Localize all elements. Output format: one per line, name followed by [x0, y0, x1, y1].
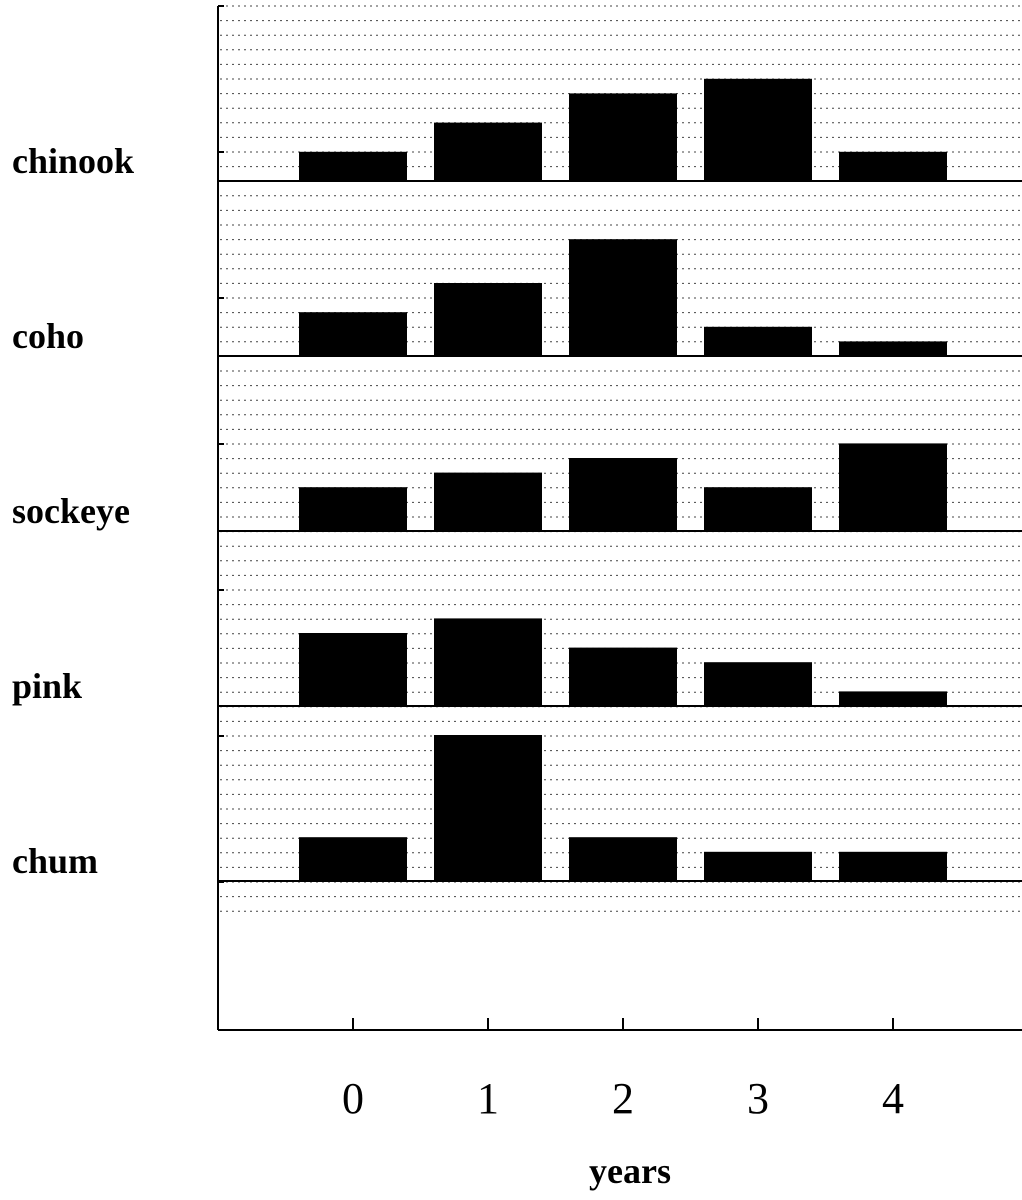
axes-layer	[217, 5, 1022, 1031]
bar-chum-1	[434, 735, 542, 881]
bar-pink-3	[704, 662, 812, 706]
bar-chum-4	[839, 851, 947, 881]
x-axis-title: years	[589, 1151, 671, 1191]
bar-chinook-3	[704, 78, 812, 181]
bar-pink-1	[434, 618, 542, 706]
bar-sockeye-4	[839, 443, 947, 531]
bar-chum-0	[299, 837, 407, 881]
bar-chinook-4	[839, 151, 947, 181]
row-label-chinook: chinook	[12, 141, 134, 181]
bar-chinook-2	[569, 93, 677, 181]
bar-chum-3	[704, 851, 812, 881]
bar-sockeye-1	[434, 472, 542, 531]
bar-coho-2	[569, 239, 677, 356]
row-label-pink: pink	[12, 666, 82, 706]
bar-pink-0	[299, 633, 407, 706]
row-label-chum: chum	[12, 841, 98, 881]
x-tick-label: 1	[477, 1074, 499, 1123]
bar-coho-0	[299, 312, 407, 356]
bar-pink-4	[839, 691, 947, 706]
bars-layer	[299, 78, 947, 881]
bar-coho-3	[704, 326, 812, 356]
bar-chum-2	[569, 837, 677, 881]
labels-layer: chinook coho sockeye pink chum 0 1 2 3 4	[12, 141, 904, 1123]
x-tick-label: 4	[882, 1074, 904, 1123]
bar-coho-4	[839, 341, 947, 356]
x-tick-label: 2	[612, 1074, 634, 1123]
row-label-sockeye: sockeye	[12, 491, 130, 531]
x-tick-label: 0	[342, 1074, 364, 1123]
row-label-coho: coho	[12, 316, 84, 356]
bar-coho-1	[434, 283, 542, 356]
bar-sockeye-3	[704, 487, 812, 531]
x-tick-label: 3	[747, 1074, 769, 1123]
bar-chinook-0	[299, 151, 407, 181]
bar-pink-2	[569, 647, 677, 706]
bar-sockeye-0	[299, 487, 407, 531]
bar-chinook-1	[434, 122, 542, 181]
bar-sockeye-2	[569, 458, 677, 531]
